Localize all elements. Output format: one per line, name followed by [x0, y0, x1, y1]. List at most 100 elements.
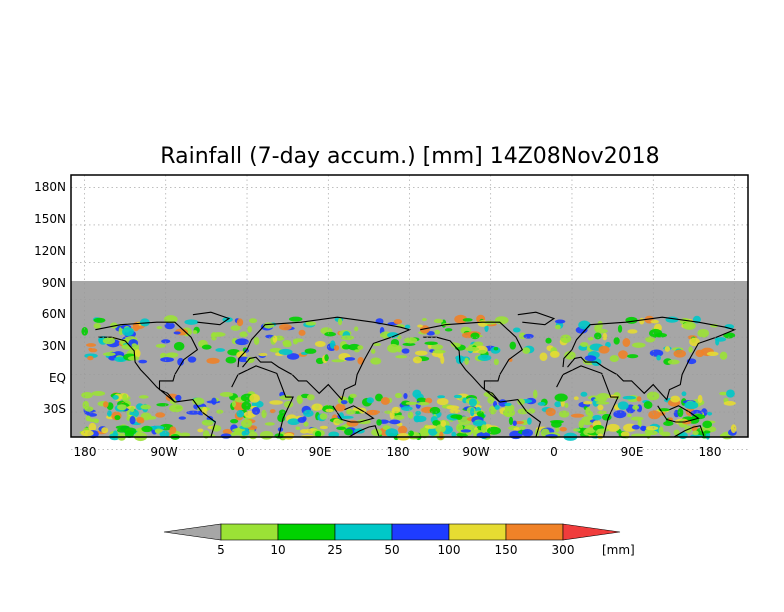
- rainfall-patch: [636, 396, 642, 402]
- rainfall-patch: [331, 359, 345, 363]
- rainfall-patch: [584, 355, 597, 362]
- rainfall-patch: [236, 318, 244, 327]
- rainfall-patch: [493, 346, 499, 351]
- greenland-outline: [192, 311, 231, 326]
- rainfall-patch: [455, 414, 463, 420]
- rainfall-patch: [134, 349, 141, 358]
- rainfall-patch: [436, 398, 449, 406]
- rainfall-patch: [324, 354, 329, 362]
- rainfall-patch: [453, 394, 463, 399]
- rainfall-patch: [239, 331, 248, 338]
- rainfall-patch: [129, 415, 136, 425]
- rainfall-patch: [85, 343, 97, 347]
- rainfall-patch: [173, 341, 185, 351]
- y-tick-label: 120N: [34, 244, 66, 258]
- rainfall-patch: [554, 319, 566, 324]
- rainfall-patch: [141, 425, 153, 433]
- rainfall-patch: [508, 416, 514, 426]
- x-tick-label: 0: [550, 445, 558, 459]
- rainfall-patch: [156, 326, 163, 330]
- x-tick-label: 180: [387, 445, 410, 459]
- y-tick-label: 60N: [42, 307, 66, 321]
- rainfall-patch: [85, 415, 91, 422]
- rainfall-patch: [247, 326, 252, 333]
- rainfall-patch: [206, 357, 220, 364]
- x-tick-label: 180: [74, 445, 97, 459]
- rainfall-patch: [114, 415, 121, 421]
- rainfall-patch: [156, 402, 169, 407]
- rainfall-patch: [306, 394, 315, 401]
- rainfall-patch: [630, 416, 644, 421]
- rainfall-patch: [354, 326, 359, 332]
- rainfall-patch: [416, 401, 430, 406]
- rainfall-patch: [702, 420, 713, 429]
- rainfall-patch: [248, 431, 258, 440]
- rainfall-patch: [528, 408, 536, 414]
- rainfall-patch: [197, 428, 204, 433]
- rainfall-patch: [573, 396, 579, 401]
- colorbar-label: 150: [495, 543, 518, 557]
- rainfall-patch: [440, 420, 447, 427]
- rainfall-patch: [627, 413, 632, 418]
- colorbar-label: 25: [327, 543, 342, 557]
- rainfall-patch: [539, 352, 548, 362]
- rainfall-patch: [433, 318, 444, 324]
- rainfall-patch: [714, 337, 727, 342]
- rainfall-patch: [460, 429, 472, 433]
- rainfall-patch: [560, 334, 572, 344]
- rainfall-patch: [303, 409, 314, 417]
- colorbar-below-triangle: [163, 523, 222, 541]
- rainfall-patch: [296, 395, 303, 403]
- gridlines: [71, 175, 748, 450]
- rainfall-patch: [554, 393, 568, 402]
- rainfall-patch: [335, 403, 346, 412]
- rainfall-patch: [407, 411, 414, 419]
- y-tick-label: 90N: [42, 276, 66, 290]
- rainfall-patch: [314, 430, 322, 438]
- rainfall-patch: [504, 402, 512, 407]
- rainfall-patch: [216, 409, 224, 414]
- indonesia-outline: [332, 405, 375, 423]
- rainfall-patch: [670, 395, 681, 403]
- rainfall-patch: [288, 316, 303, 322]
- rainfall-patch: [429, 406, 441, 415]
- colorbar-swatch: [334, 523, 393, 541]
- rainfall-patch: [401, 406, 413, 411]
- x-tick-label: 90E: [309, 445, 332, 459]
- rainfall-patch: [598, 345, 610, 354]
- rainfall-patch: [314, 341, 326, 347]
- rainfall-patch: [564, 402, 569, 408]
- rainfall-patch: [287, 418, 300, 426]
- rainfall-patch: [93, 322, 101, 329]
- rainfall-patch: [112, 394, 119, 400]
- rainfall-patch: [211, 397, 217, 405]
- rainfall-patch: [138, 395, 149, 399]
- rainfall-patch: [278, 409, 287, 416]
- rainfall-patch: [118, 326, 124, 336]
- rainfall-patch: [344, 357, 356, 361]
- rainfall-patch: [146, 415, 157, 420]
- colorbar-swatch: [277, 523, 336, 541]
- colorbar-label: 10: [270, 543, 285, 557]
- rainfall-patch: [219, 392, 234, 397]
- rainfall-patch: [101, 427, 109, 434]
- rainfall-patch: [494, 404, 500, 410]
- rainfall-patch: [677, 408, 684, 418]
- rainfall-patch: [261, 409, 267, 419]
- rainfall-patch: [132, 322, 140, 332]
- rainfall-patch: [549, 350, 560, 358]
- rainfall-patch: [283, 432, 295, 440]
- rainfall-patch: [697, 394, 703, 404]
- rainfall-patch: [107, 410, 112, 417]
- rainfall-patch: [303, 421, 309, 427]
- rainfall-patch: [343, 428, 353, 436]
- rainfall-patch: [357, 345, 364, 350]
- rainfall-patch: [102, 352, 116, 357]
- y-tick-label: EQ: [49, 371, 66, 385]
- rainfall-patch: [618, 350, 628, 359]
- rainfall-patch: [632, 405, 640, 410]
- continent-outlines: [95, 311, 737, 438]
- rainfall-patch: [421, 318, 427, 322]
- rainfall-patch: [84, 406, 94, 412]
